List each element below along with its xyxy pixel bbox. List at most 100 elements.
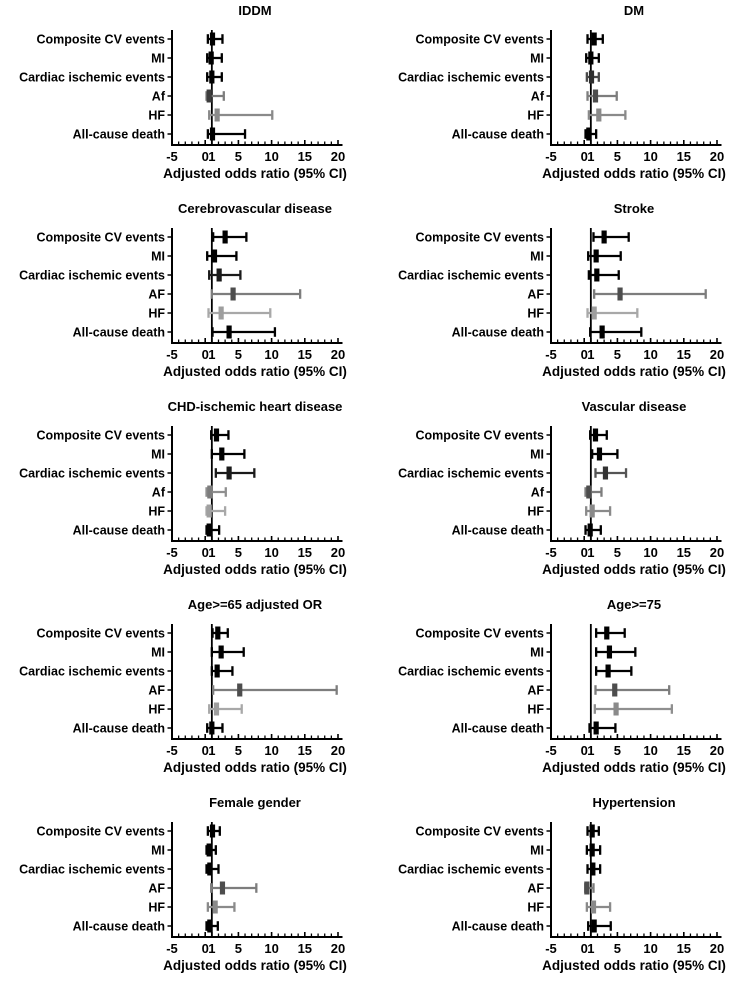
or-marker: [218, 645, 224, 659]
x-tick-label: 15: [677, 545, 691, 560]
forest-panel-stroke: Stroke Composite CV events MI Cardiac ische…: [398, 201, 726, 379]
or-marker: [214, 108, 220, 122]
category-label: All-cause death: [73, 524, 165, 538]
forest-row-af: Af: [531, 89, 618, 104]
panel-title: Cerebrovascular disease: [178, 201, 332, 216]
or-marker: [589, 843, 595, 857]
forest-row-mi: MI: [151, 447, 246, 462]
x-axis-label: Adjusted odds ratio (95% CI): [163, 562, 347, 577]
or-marker: [213, 428, 220, 442]
forest-row-af: Af: [152, 485, 227, 500]
category-label: Cardiac ischemic events: [19, 269, 165, 283]
forest-row-af: AF: [148, 683, 338, 698]
category-label: Composite CV events: [415, 429, 544, 443]
x-axis-label: Adjusted odds ratio (95% CI): [542, 166, 726, 181]
forest-row-all-cause-death: All-cause death: [452, 919, 612, 934]
category-label: HF: [527, 307, 544, 321]
forest-row-all-cause-death: All-cause death: [452, 721, 617, 736]
category-label: All-cause death: [452, 326, 544, 340]
forest-row-composite-cv-events: Composite CV events: [415, 824, 600, 839]
forest-row-mi: MI: [530, 249, 622, 264]
x-tick-label: 0: [581, 743, 588, 758]
or-marker: [593, 249, 599, 263]
x-tick-label: 20: [710, 149, 724, 164]
category-label: MI: [530, 52, 544, 66]
or-marker: [617, 287, 623, 301]
or-marker: [594, 268, 600, 282]
or-marker: [212, 900, 218, 914]
category-label: Composite CV events: [415, 33, 544, 47]
x-tick-label: 5: [235, 941, 242, 956]
or-marker: [207, 862, 213, 876]
x-tick-label: 0: [202, 149, 209, 164]
x-tick-label: 0: [202, 941, 209, 956]
or-marker: [206, 89, 212, 103]
category-label: MI: [151, 52, 165, 66]
x-tick-label: 15: [677, 347, 691, 362]
forest-row-composite-cv-events: Composite CV events: [415, 230, 630, 245]
x-tick-label: 20: [710, 545, 724, 560]
forest-panel-age-ge-75: Age>=75 Composite CV events MI Cardiac isch…: [398, 597, 726, 775]
forest-row-all-cause-death: All-cause death: [452, 523, 602, 538]
x-tick-label: 15: [298, 149, 312, 164]
or-marker: [206, 523, 212, 537]
category-label: HF: [148, 901, 165, 915]
forest-row-all-cause-death: All-cause death: [73, 127, 247, 142]
x-tick-label: 20: [331, 347, 345, 362]
panel-title: Female gender: [209, 795, 301, 810]
forest-row-cardiac-ischemic-events: Cardiac ischemic events: [19, 466, 256, 481]
category-label: MI: [530, 646, 544, 660]
category-label: All-cause death: [452, 722, 544, 736]
forest-row-hf: HF: [148, 702, 243, 717]
x-tick-label: 0: [202, 743, 209, 758]
x-axis-label: Adjusted odds ratio (95% CI): [542, 760, 726, 775]
or-marker: [209, 127, 216, 141]
or-marker: [216, 268, 222, 282]
category-label: Cardiac ischemic events: [398, 665, 544, 679]
forest-row-hf: HF: [527, 108, 627, 123]
or-marker: [219, 447, 225, 461]
x-tick-label: -5: [545, 347, 557, 362]
x-tick-label: 10: [643, 149, 657, 164]
x-tick-label: -5: [166, 743, 178, 758]
forest-row-hf: HF: [148, 306, 272, 321]
x-tick-label: 20: [710, 743, 724, 758]
or-marker: [590, 862, 596, 876]
or-marker: [589, 824, 595, 838]
x-tick-label: -5: [166, 941, 178, 956]
x-tick-label: 1: [587, 347, 594, 362]
category-label: Cardiac ischemic events: [398, 269, 544, 283]
x-tick-label: -5: [545, 743, 557, 758]
category-label: Af: [152, 90, 166, 104]
category-label: Composite CV events: [36, 33, 165, 47]
x-tick-label: 5: [235, 743, 242, 758]
category-label: Composite CV events: [415, 627, 544, 641]
forest-row-hf: HF: [527, 900, 612, 915]
category-label: Cardiac ischemic events: [19, 863, 165, 877]
category-label: All-cause death: [452, 524, 544, 538]
panel-title: Stroke: [614, 201, 654, 216]
panel-title: Hypertension: [592, 795, 675, 810]
category-label: MI: [151, 646, 165, 660]
forest-row-hf: HF: [148, 900, 236, 915]
or-marker: [218, 306, 224, 320]
x-tick-label: 5: [235, 149, 242, 164]
category-label: All-cause death: [73, 920, 165, 934]
panel-title: CHD-ischemic heart disease: [168, 399, 343, 414]
forest-row-all-cause-death: All-cause death: [73, 721, 224, 736]
category-label: All-cause death: [73, 128, 165, 142]
category-label: Af: [531, 486, 545, 500]
x-axis-label: Adjusted odds ratio (95% CI): [163, 364, 347, 379]
category-label: Composite CV events: [415, 825, 544, 839]
forest-panel-hypertension: Hypertension Composite CV events MI Cardiac…: [398, 795, 726, 973]
forest-row-af: Af: [152, 89, 225, 104]
or-marker: [209, 824, 216, 838]
x-tick-label: 20: [710, 941, 724, 956]
or-marker: [605, 664, 611, 678]
or-marker: [592, 89, 599, 103]
forest-row-cardiac-ischemic-events: Cardiac ischemic events: [398, 70, 600, 85]
forest-row-cardiac-ischemic-events: Cardiac ischemic events: [398, 268, 620, 283]
x-tick-label: -5: [166, 545, 178, 560]
or-marker: [237, 683, 243, 697]
category-label: MI: [530, 844, 544, 858]
